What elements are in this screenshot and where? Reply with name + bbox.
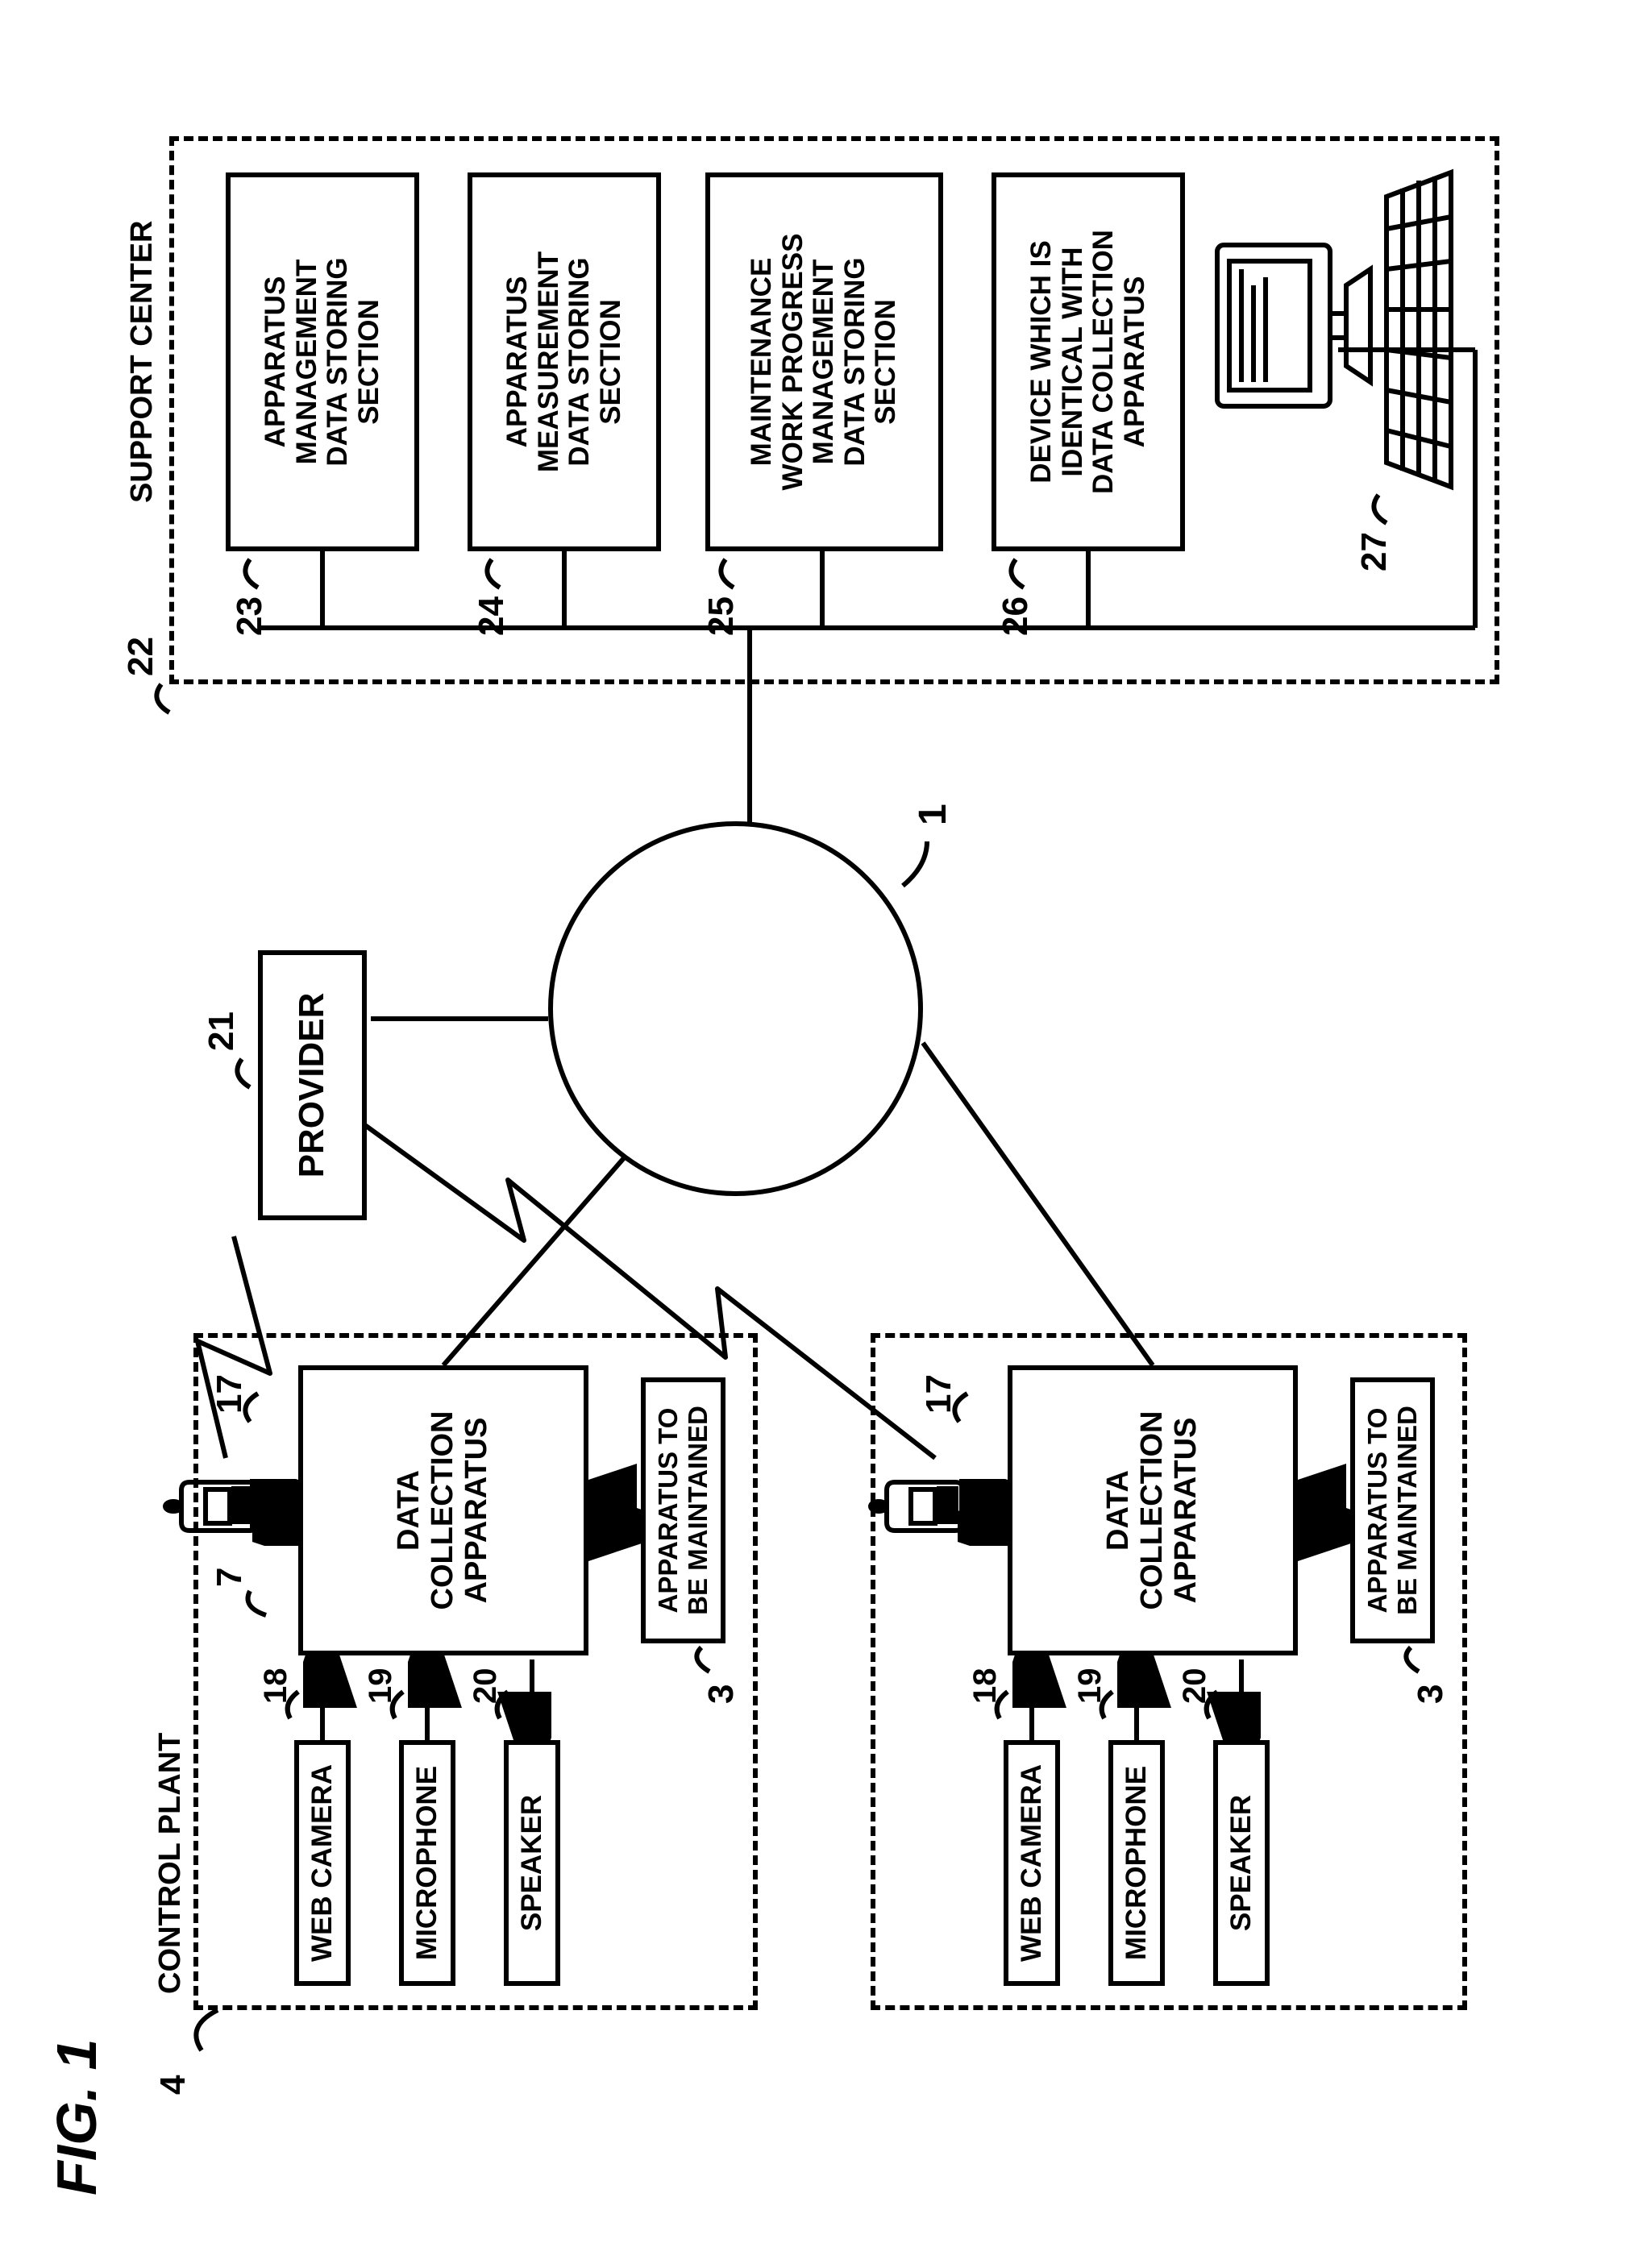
ref-21: 21: [202, 1011, 242, 1051]
ref-17-1: 17: [210, 1374, 250, 1414]
microphone-2: MICROPHONE: [1108, 1740, 1165, 1986]
web-camera-2: WEB CAMERA: [1004, 1740, 1060, 1986]
microphone-1: MICROPHONE: [399, 1740, 455, 1986]
ref-17-2: 17: [919, 1374, 959, 1414]
ref-20-2: 20: [1177, 1668, 1213, 1705]
box-24: APPARATUS MEASUREMENT DATA STORING SECTI…: [468, 172, 661, 551]
ref-19-1: 19: [363, 1668, 399, 1705]
control-plant-label: CONTROL PLANT: [153, 1733, 188, 1994]
ref-3-2: 3: [1411, 1684, 1451, 1704]
apparatus-maintained-2: APPARATUS TO BE MAINTAINED: [1350, 1377, 1435, 1643]
ref-18-2: 18: [967, 1668, 1004, 1705]
ref-1: 1: [911, 804, 955, 825]
box-25: MAINTENANCE WORK PROGRESS MANAGEMENT DAT…: [705, 172, 943, 551]
ref-22: 22: [121, 637, 161, 676]
ref-18-1: 18: [258, 1668, 294, 1705]
ref-23: 23: [230, 596, 270, 636]
data-collection-2: DATA COLLECTION APPARATUS: [1008, 1365, 1298, 1655]
speaker-1: SPEAKER: [504, 1740, 560, 1986]
box-23: APPARATUS MANAGEMENT DATA STORING SECTIO…: [226, 172, 419, 551]
web-camera-1: WEB CAMERA: [294, 1740, 351, 1986]
ref-26: 26: [996, 596, 1036, 636]
ref-20-1: 20: [468, 1668, 504, 1705]
ref-25: 25: [701, 596, 742, 636]
ref-24: 24: [472, 596, 512, 636]
ref-27: 27: [1354, 532, 1395, 571]
apparatus-maintained-1: APPARATUS TO BE MAINTAINED: [641, 1377, 725, 1643]
network-circle: [548, 821, 923, 1196]
ref-4: 4: [153, 2075, 193, 2095]
ref-19-2: 19: [1072, 1668, 1108, 1705]
speaker-2: SPEAKER: [1213, 1740, 1270, 1986]
ref-3-1: 3: [701, 1684, 742, 1704]
ref-7: 7: [210, 1568, 250, 1587]
diagram-canvas: FIG. 1: [0, 0, 1638, 2268]
figure-title: FIG. 1: [44, 2039, 109, 2195]
data-collection-1: DATA COLLECTION APPARATUS: [298, 1365, 588, 1655]
provider-box: PROVIDER: [258, 950, 367, 1220]
support-center-label: SUPPORT CENTER: [125, 221, 160, 503]
box-26: DEVICE WHICH IS IDENTICAL WITH DATA COLL…: [992, 172, 1185, 551]
